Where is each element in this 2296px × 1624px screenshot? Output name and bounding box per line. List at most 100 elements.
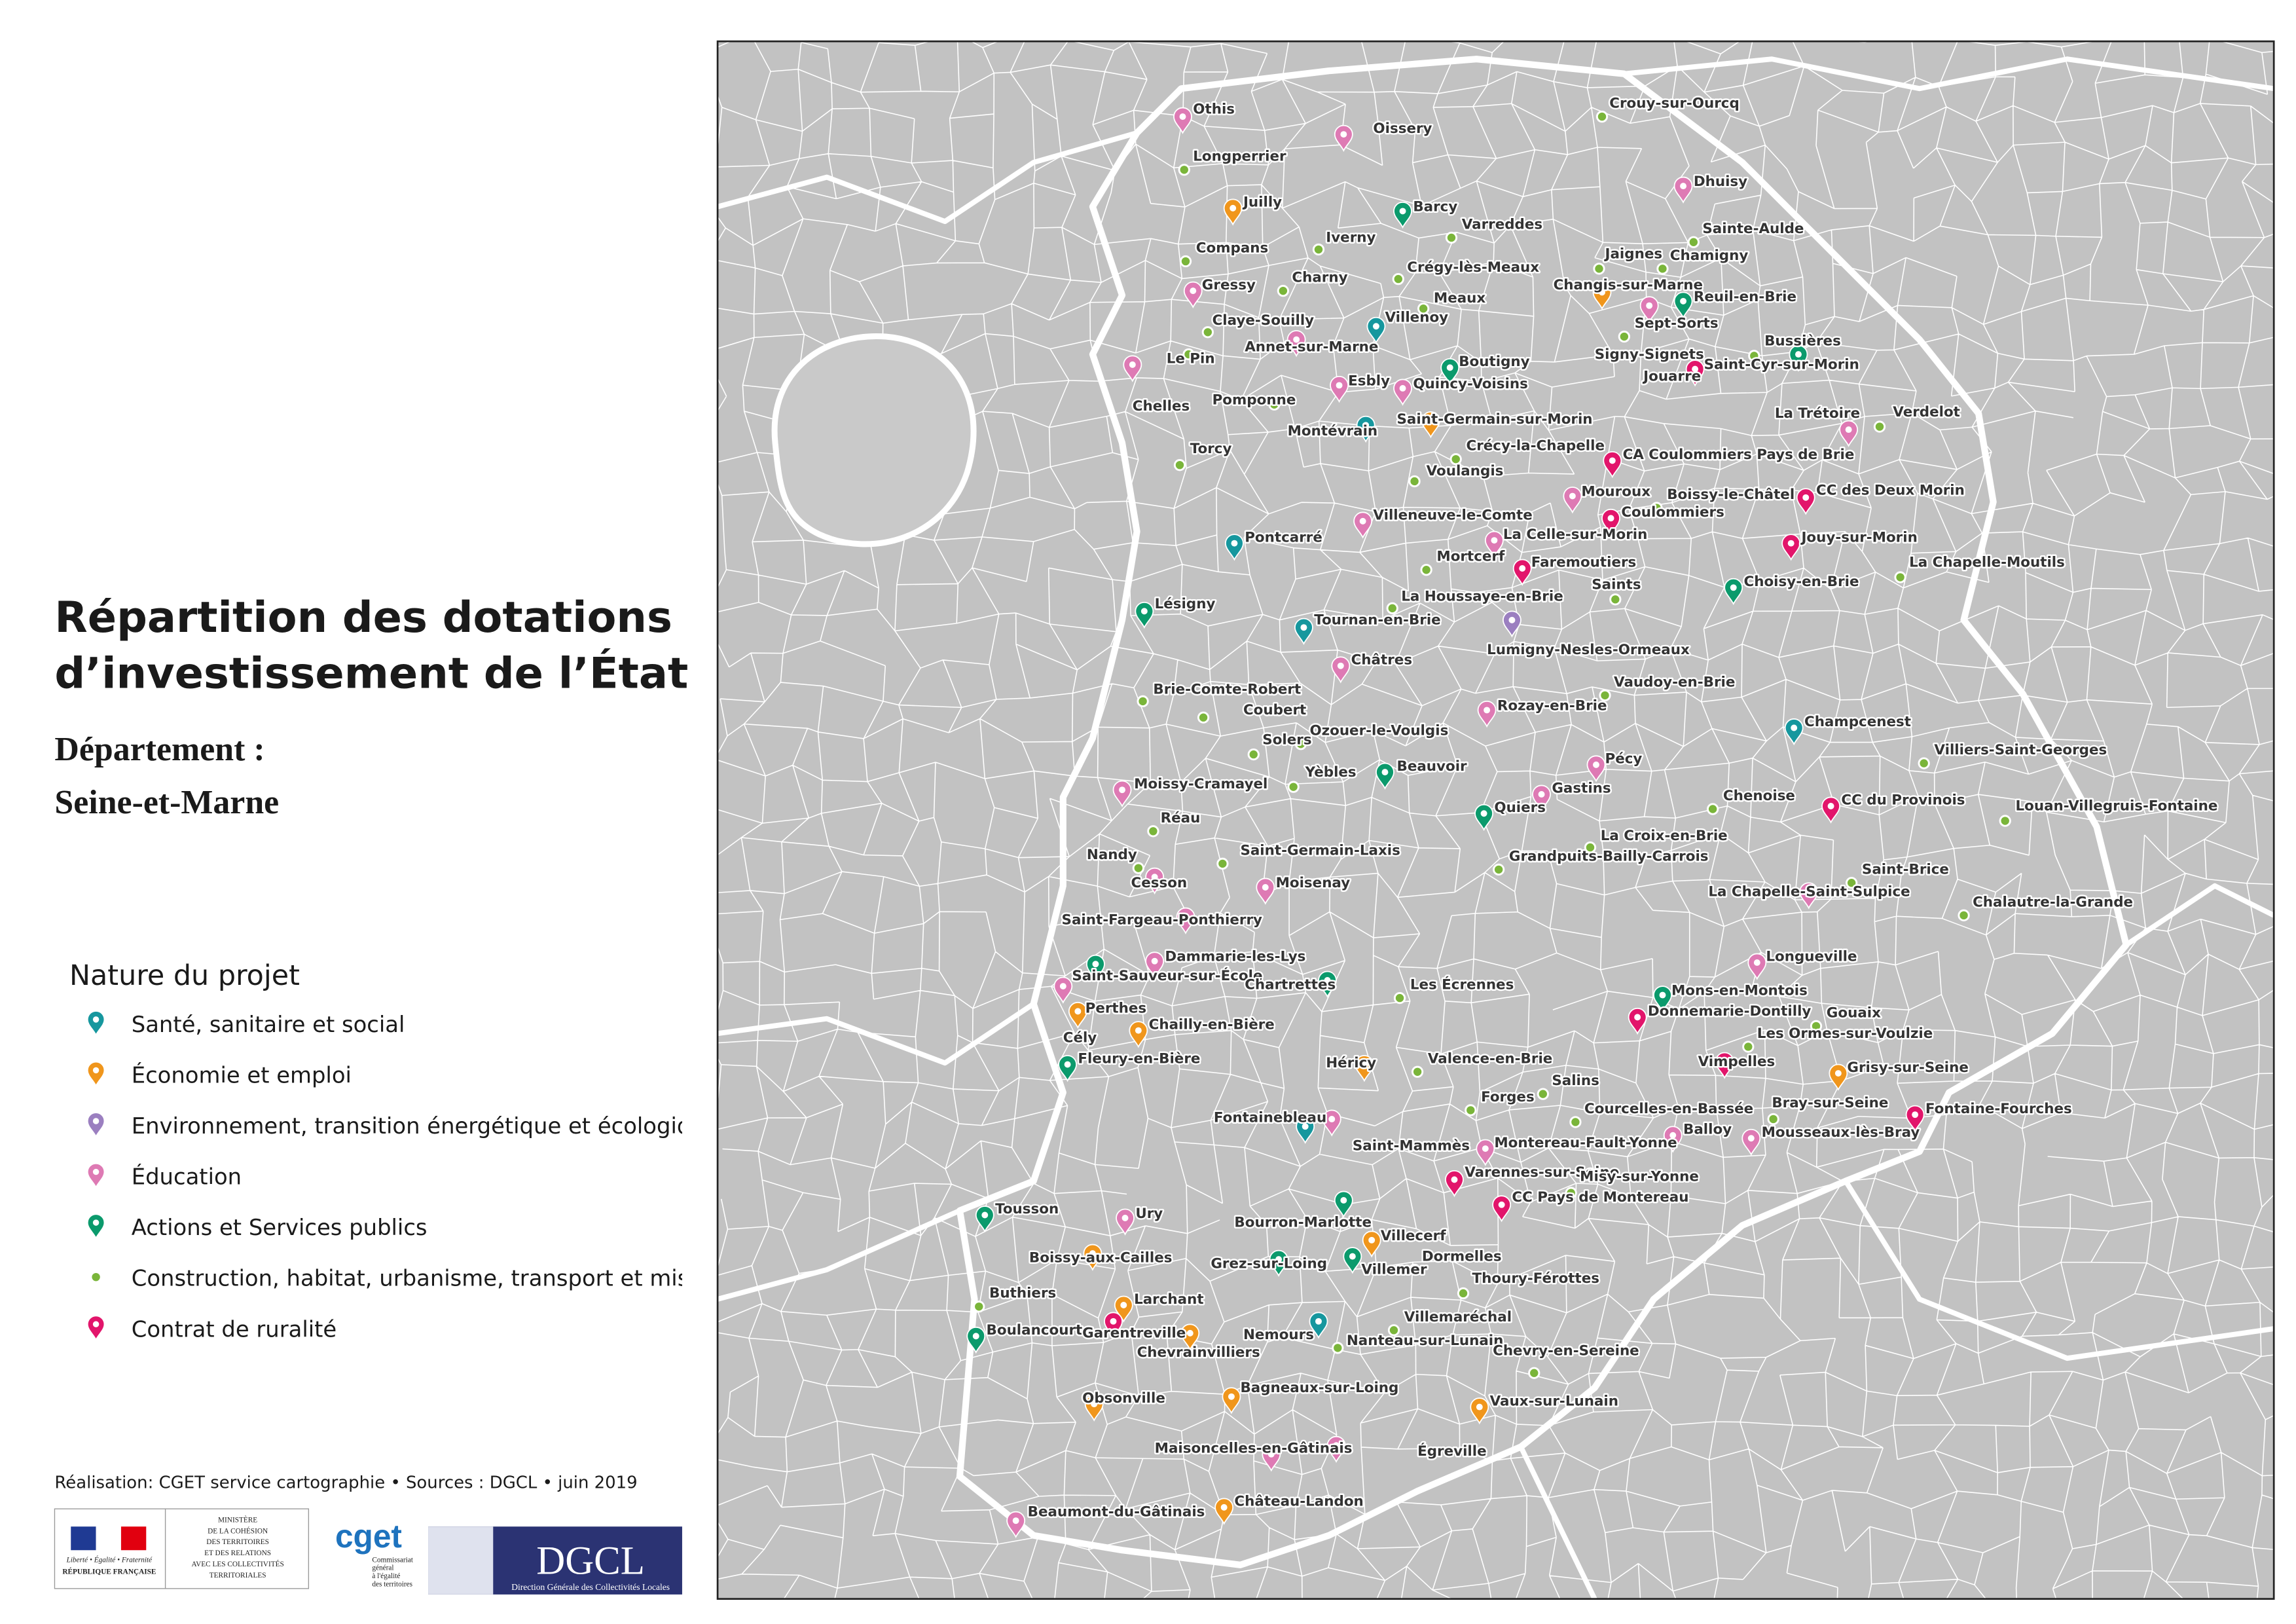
place-label: Balloy bbox=[1683, 1121, 1732, 1137]
project-marker bbox=[1129, 1021, 1148, 1048]
project-marker-dot bbox=[1646, 302, 1653, 309]
project-marker-dot bbox=[1231, 540, 1238, 547]
project-marker bbox=[966, 1326, 986, 1354]
project-marker bbox=[1421, 411, 1440, 439]
place-label: Mousseaux-lès-Bray bbox=[1762, 1124, 1920, 1141]
project-marker bbox=[1512, 559, 1532, 586]
project-marker bbox=[1420, 564, 1432, 576]
place-label: La Chapelle-Moutils bbox=[1909, 555, 2065, 571]
project-marker-dot bbox=[1508, 616, 1516, 623]
project-marker-dot bbox=[1692, 365, 1699, 373]
project-marker-dot bbox=[1012, 1517, 1019, 1524]
place-label: Donnemarie-Dontilly bbox=[1648, 1003, 1812, 1020]
project-marker bbox=[1628, 1007, 1647, 1035]
project-marker bbox=[1268, 398, 1281, 411]
place-label: Solers bbox=[1262, 731, 1311, 748]
project-marker-dot bbox=[1140, 608, 1148, 615]
place-label: Villeneuve-le-Comte bbox=[1373, 507, 1532, 524]
place-labels: Othis Oissery Crouy-sur-Ourcq Longperrier Ju… bbox=[985, 94, 2219, 1522]
project-marker bbox=[1474, 803, 1494, 832]
dgcl-logo: DGCL bbox=[536, 1539, 645, 1583]
project-marker-dot bbox=[1074, 1008, 1082, 1015]
place-label: Perthes bbox=[1085, 1001, 1147, 1017]
place-label: Misy-sur-Yonne bbox=[1580, 1169, 1699, 1185]
place-label: Villecerf bbox=[1381, 1228, 1447, 1244]
project-marker bbox=[1650, 502, 1663, 514]
place-label: Mortcerf bbox=[1436, 549, 1505, 565]
legend-symbol-dot bbox=[92, 1016, 100, 1023]
project-marker bbox=[1123, 355, 1142, 382]
project-marker bbox=[1247, 748, 1260, 761]
project-marker-dot bbox=[1315, 1318, 1322, 1325]
place-label: Gastins bbox=[1552, 781, 1611, 797]
place-label: Louan-Villegruis-Fontaine bbox=[2015, 798, 2217, 815]
project-marker-dot bbox=[1480, 810, 1487, 817]
place-label: Claye-Souilly bbox=[1212, 312, 1315, 329]
project-marker-dot bbox=[981, 1211, 989, 1219]
legend-symbol bbox=[90, 1271, 102, 1283]
project-marker bbox=[973, 1301, 985, 1313]
place-label: Boissy-le-Châtel bbox=[1667, 487, 1795, 503]
place-label: Faremoutiers bbox=[1531, 555, 1637, 571]
logo-text: DE LA COHÉSION bbox=[208, 1527, 268, 1535]
place-label: Obsonville bbox=[1082, 1390, 1165, 1407]
place-label: Vimpelles bbox=[1698, 1054, 1776, 1070]
place-label: Les Ormes-sur-Voulzie bbox=[1757, 1025, 1933, 1042]
project-marker bbox=[1330, 376, 1349, 403]
project-marker bbox=[1145, 951, 1165, 979]
project-marker bbox=[1058, 1055, 1078, 1082]
place-label: Varreddes bbox=[1462, 216, 1542, 232]
project-marker bbox=[1417, 303, 1430, 315]
project-marker-dot bbox=[1834, 1070, 1842, 1077]
project-marker bbox=[1135, 601, 1154, 629]
project-marker bbox=[1601, 508, 1620, 536]
place-label: Longperrier bbox=[1193, 149, 1286, 165]
project-marker-dot bbox=[1262, 884, 1269, 891]
place-label: Fleury-en-Bière bbox=[1078, 1050, 1200, 1067]
project-marker bbox=[1493, 863, 1505, 876]
project-marker bbox=[1183, 281, 1203, 308]
legend: Santé, sanitaire et social Économie et em… bbox=[86, 1010, 719, 1342]
department-boundary bbox=[956, 56, 2130, 1568]
project-marker-dot bbox=[1381, 769, 1389, 776]
project-marker bbox=[1484, 530, 1504, 558]
project-marker-dot bbox=[1368, 1236, 1376, 1244]
commune-boundaries bbox=[718, 41, 2274, 1599]
project-marker bbox=[1326, 1435, 1346, 1464]
project-marker bbox=[1343, 1247, 1362, 1274]
place-label: Moisenay bbox=[1276, 875, 1351, 891]
project-marker-dot bbox=[1267, 1450, 1275, 1458]
place-label: Grisy-sur-Seine bbox=[1847, 1060, 1969, 1076]
project-marker bbox=[1392, 272, 1404, 286]
project-marker-dot bbox=[1059, 983, 1066, 989]
place-label: Beaumont-du-Gâtinais bbox=[1028, 1504, 1205, 1520]
project-marker-dot bbox=[1091, 1401, 1098, 1408]
place-label: Saint-Germain-sur-Morin bbox=[1397, 411, 1593, 428]
place-label: La Chapelle-Saint-Sulpice bbox=[1708, 884, 1910, 900]
place-label: Forges bbox=[1481, 1089, 1535, 1105]
place-label: La Trétoire bbox=[1775, 405, 1860, 422]
logo-text: des territoires bbox=[372, 1581, 412, 1589]
project-marker bbox=[1114, 1295, 1133, 1323]
place-label: Reuil-en-Brie bbox=[1694, 289, 1796, 305]
project-marker bbox=[1781, 534, 1801, 561]
project-marker bbox=[1715, 1052, 1734, 1079]
place-label: La Celle-sur-Morin bbox=[1503, 526, 1647, 543]
project-marker-dot bbox=[1569, 492, 1576, 500]
project-marker-dot bbox=[1680, 183, 1687, 190]
legend-symbol bbox=[86, 1112, 105, 1138]
title-line: d’investissement de l’État bbox=[54, 648, 688, 699]
place-label: Chevrainvilliers bbox=[1137, 1344, 1260, 1361]
logo-text: MINISTÈRE bbox=[218, 1516, 257, 1524]
project-marker-dot bbox=[1721, 1058, 1728, 1065]
legend-label: Environnement, transition énergétique et… bbox=[132, 1113, 719, 1139]
place-label: Vaux-sur-Lunain bbox=[1490, 1393, 1618, 1409]
place-label: Valence-en-Brie bbox=[1428, 1050, 1552, 1067]
place-label: Chamigny bbox=[1670, 248, 1749, 264]
project-marker-dot bbox=[1491, 537, 1498, 544]
place-label: CC Pays de Montereau bbox=[1512, 1189, 1688, 1206]
project-marker bbox=[1173, 107, 1192, 134]
place-label: Compans bbox=[1196, 240, 1269, 257]
project-marker bbox=[1537, 1088, 1549, 1100]
